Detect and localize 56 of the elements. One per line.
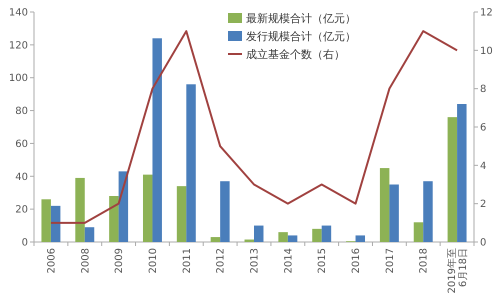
y2-tick-label: 10 xyxy=(480,46,493,57)
x-tick-label: 2010 xyxy=(148,248,159,274)
y-tick-label: 120 xyxy=(8,40,28,52)
x-tick-label: 2008 xyxy=(80,248,92,274)
y2-tick-label: 4 xyxy=(480,160,486,172)
x-tick-label: 2017 xyxy=(384,248,396,274)
bar xyxy=(288,235,298,242)
bar xyxy=(457,104,467,242)
bar xyxy=(41,199,51,242)
bar xyxy=(152,38,162,242)
bar xyxy=(84,227,94,242)
x-tick-label: 2016 xyxy=(351,248,362,274)
line-series xyxy=(50,30,458,224)
y2-tick-label: 6 xyxy=(480,122,486,134)
bar xyxy=(389,184,399,242)
legend-label: 最新规模合计（亿元） xyxy=(246,12,356,25)
x-tick-label: 2018 xyxy=(418,248,430,274)
legend-label: 成立基金个数（右） xyxy=(246,48,345,61)
bar xyxy=(423,181,433,242)
y-tick-label: 80 xyxy=(15,106,28,118)
bar xyxy=(322,226,332,242)
bar xyxy=(210,237,220,242)
x-tick-label: 2013 xyxy=(250,248,260,274)
x-tick-label: 2015 xyxy=(317,248,328,274)
bar xyxy=(220,181,230,242)
bar xyxy=(75,178,85,242)
x-tick-label: 2006 xyxy=(46,248,58,274)
bar xyxy=(356,235,366,242)
bar xyxy=(380,168,390,242)
x-tick-label: 2019年至6月18日 xyxy=(446,248,470,294)
y-tick-label: 60 xyxy=(15,138,28,150)
y-tick-label: 140 xyxy=(8,8,28,18)
y-tick-label: 20 xyxy=(15,204,28,216)
bar xyxy=(109,196,119,242)
bar xyxy=(254,226,264,242)
x-tick-label: 2011 xyxy=(182,248,193,274)
bar xyxy=(312,228,322,242)
y2-tick-label: 12 xyxy=(480,8,493,18)
bar xyxy=(142,174,152,242)
x-tick-label: 2009 xyxy=(114,248,126,274)
y-tick-label: 100 xyxy=(8,73,28,84)
bar xyxy=(278,232,288,242)
x-tick-label: 2012 xyxy=(216,248,227,274)
y2-tick-label: 0 xyxy=(480,238,486,248)
y-tick-label: 40 xyxy=(15,172,28,183)
bar xyxy=(176,186,186,242)
y2-tick-label: 2 xyxy=(480,199,486,210)
bar xyxy=(50,206,60,242)
legend-label: 发行规模合计（亿元） xyxy=(246,30,356,43)
bar xyxy=(414,222,424,242)
x-tick-label: 2014 xyxy=(283,248,294,274)
y2-tick-label: 8 xyxy=(480,84,486,96)
bar xyxy=(118,171,128,242)
bar xyxy=(448,117,458,242)
bar xyxy=(186,84,196,242)
y-tick-label: 0 xyxy=(22,238,28,248)
